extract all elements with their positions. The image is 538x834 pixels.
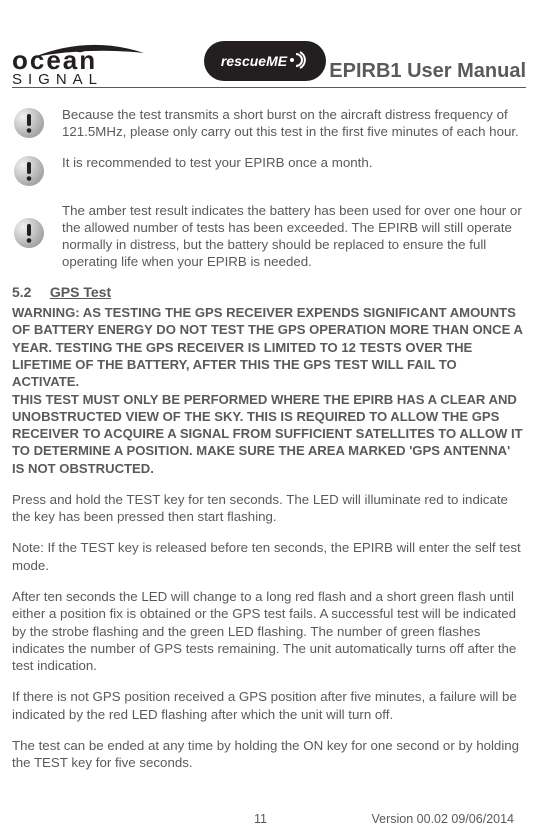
note-item: It is recommended to test your EPIRB onc… (12, 154, 526, 188)
note-text: The amber test result indicates the batt… (62, 202, 526, 270)
note-text: Because the test transmits a short burst… (62, 106, 526, 140)
rescueme-pill: rescueME (204, 41, 326, 81)
note-item: The amber test result indicates the batt… (12, 202, 526, 270)
page-number: 11 (254, 812, 267, 826)
section-title: GPS Test (50, 284, 111, 300)
body-paragraph: Note: If the TEST key is released before… (12, 539, 526, 574)
version-text: Version 00.02 09/06/2014 (372, 812, 514, 826)
page-header: ocean SIGNAL rescueME EPIRB1 User Manual (12, 14, 526, 88)
brand-logo: ocean SIGNAL (12, 49, 152, 87)
logo-line2: SIGNAL (12, 72, 152, 87)
body-paragraph: The test can be ended at any time by hol… (12, 737, 526, 772)
section-heading: 5.2 GPS Test (12, 284, 526, 302)
body-paragraph: After ten seconds the LED will change to… (12, 588, 526, 674)
alert-icon (12, 154, 46, 188)
manual-title: EPIRB1 User Manual (329, 60, 526, 83)
signal-arcs-icon (289, 51, 309, 72)
pill-text: rescueME (221, 53, 287, 69)
section-number: 5.2 (12, 284, 31, 300)
note-item: Because the test transmits a short burst… (12, 106, 526, 140)
warning-block: WARNING: AS TESTING THE GPS RECEIVER EXP… (12, 304, 526, 477)
swoosh-icon (34, 43, 144, 59)
alert-icon (12, 216, 46, 250)
page-footer: 11 Version 00.02 09/06/2014 (0, 812, 538, 826)
body-paragraph: If there is not GPS position received a … (12, 688, 526, 723)
body-paragraph: Press and hold the TEST key for ten seco… (12, 491, 526, 526)
alert-icon (12, 106, 46, 140)
note-text: It is recommended to test your EPIRB onc… (62, 154, 372, 171)
